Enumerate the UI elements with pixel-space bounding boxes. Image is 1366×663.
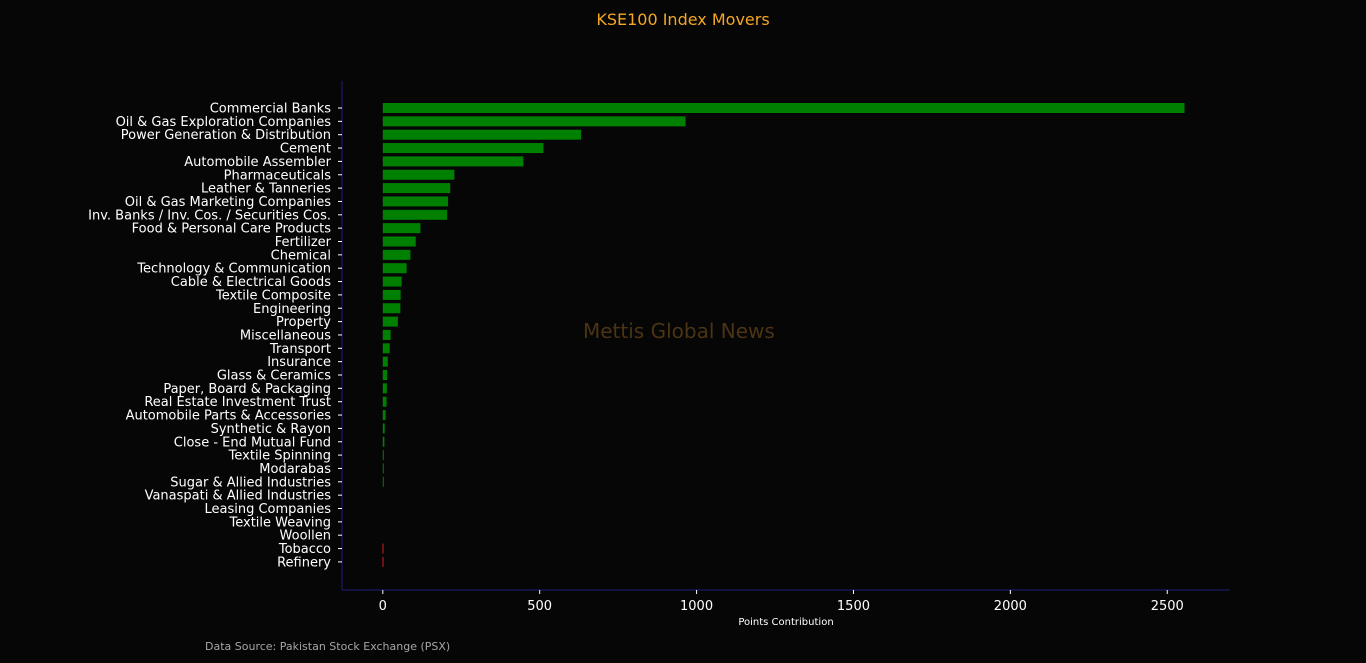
bar	[382, 396, 387, 407]
bar	[382, 423, 385, 434]
y-tick-label: Close - End Mutual Fund	[174, 435, 331, 450]
y-tick-label: Synthetic & Rayon	[211, 422, 331, 437]
bar	[382, 276, 402, 287]
x-tick-label: 2000	[994, 599, 1027, 614]
y-tick-label: Oil & Gas Marketing Companies	[125, 195, 331, 210]
bar	[382, 556, 384, 567]
y-tick-label: Automobile Parts & Accessories	[126, 409, 332, 424]
bar	[382, 156, 524, 167]
bar	[382, 343, 390, 354]
y-tick-label: Textile Spinning	[228, 449, 331, 464]
bar	[382, 450, 384, 461]
y-tick-label: Insurance	[267, 355, 331, 370]
bar	[382, 476, 384, 487]
bar	[382, 209, 448, 220]
y-tick-label: Transport	[269, 342, 331, 357]
y-tick-label: Property	[276, 315, 331, 330]
bar	[382, 316, 398, 327]
y-tick-label: Sugar & Allied Industries	[170, 475, 331, 490]
y-tick-label: Power Generation & Distribution	[121, 128, 331, 143]
y-tick-label: Pharmaceuticals	[224, 168, 332, 183]
x-tick-label: 1500	[837, 599, 870, 614]
y-tick-label: Engineering	[253, 302, 331, 317]
y-tick-label: Cement	[280, 142, 331, 157]
bar	[382, 223, 421, 234]
bar	[382, 543, 384, 554]
bar	[382, 196, 449, 207]
y-tick-label: Modarabas	[259, 462, 331, 477]
bar	[382, 129, 582, 140]
y-tick-label: Inv. Banks / Inv. Cos. / Securities Cos.	[88, 208, 331, 223]
y-tick-label: Paper, Board & Packaging	[163, 382, 331, 397]
y-tick-label: Chemical	[271, 248, 331, 263]
bar	[382, 236, 416, 247]
y-tick-label: Technology & Communication	[136, 262, 331, 277]
y-tick-label: Textile Composite	[215, 288, 331, 303]
bar	[382, 263, 407, 274]
bar	[382, 329, 391, 340]
bar	[382, 103, 1185, 113]
bar	[382, 410, 386, 421]
y-tick-label: Textile Weaving	[229, 515, 332, 530]
bar	[382, 169, 455, 180]
data-source-note: Data Source: Pakistan Stock Exchange (PS…	[205, 640, 451, 653]
y-tick-label: Miscellaneous	[240, 328, 331, 343]
y-tick-label: Automobile Assembler	[184, 155, 331, 170]
y-tick-label: Vanaspati & Allied Industries	[145, 489, 332, 504]
bar	[382, 143, 544, 154]
y-tick-label: Leather & Tanneries	[201, 182, 331, 197]
chart-title: KSE100 Index Movers	[596, 10, 770, 29]
y-tick-label: Leasing Companies	[204, 502, 331, 517]
y-tick-label: Fertilizer	[275, 235, 332, 250]
y-tick-label: Woollen	[280, 529, 331, 544]
y-tick-label: Cable & Electrical Goods	[171, 275, 331, 290]
y-tick-label: Tobacco	[278, 542, 331, 557]
watermark-text: Mettis Global News	[583, 319, 775, 343]
bar	[382, 116, 686, 127]
y-tick-label: Food & Personal Care Products	[132, 222, 332, 237]
x-tick-label: 500	[527, 599, 552, 614]
bar	[382, 356, 388, 367]
y-tick-label: Refinery	[277, 555, 331, 570]
bar	[382, 370, 388, 380]
x-axis-label: Points Contribution	[738, 617, 834, 628]
bar	[382, 383, 387, 394]
bar	[382, 436, 385, 447]
bar	[382, 249, 411, 260]
bar	[382, 303, 401, 314]
y-tick-label: Real Estate Investment Trust	[144, 395, 331, 410]
x-tick-label: 1000	[680, 599, 713, 614]
bar	[382, 463, 384, 474]
y-tick-label: Glass & Ceramics	[217, 369, 331, 384]
y-tick-label: Commercial Banks	[210, 102, 332, 117]
y-tick-label: Oil & Gas Exploration Companies	[116, 115, 332, 130]
x-tick-label: 2500	[1151, 599, 1184, 614]
bar	[382, 183, 451, 194]
bar	[382, 289, 401, 300]
x-tick-label: 0	[379, 599, 387, 614]
